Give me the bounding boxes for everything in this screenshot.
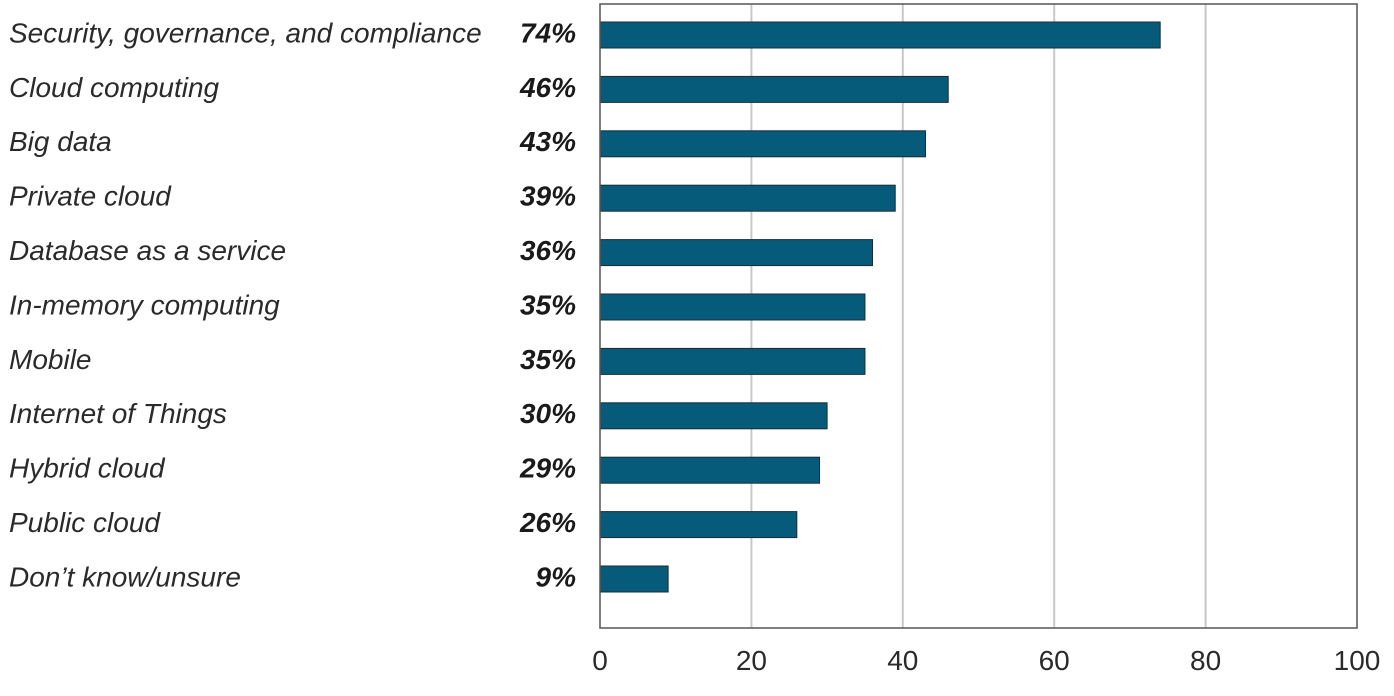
bar-9 bbox=[599, 511, 798, 539]
x-tick-label-40: 40 bbox=[887, 645, 918, 676]
value-label-4: 36% bbox=[520, 235, 576, 266]
category-label-6: Mobile bbox=[9, 344, 91, 375]
bar-8 bbox=[599, 456, 821, 484]
category-label-3: Private cloud bbox=[9, 181, 172, 212]
bar-0 bbox=[599, 21, 1161, 49]
category-label-9: Public cloud bbox=[9, 507, 161, 538]
value-label-8: 29% bbox=[519, 453, 576, 484]
value-label-6: 35% bbox=[520, 344, 576, 375]
x-tick-label-20: 20 bbox=[736, 645, 767, 676]
category-label-8: Hybrid cloud bbox=[9, 453, 166, 484]
x-axis-tick-labels: 0 20 40 60 80 100 bbox=[592, 645, 1380, 676]
category-labels: Security, governance, and compliance Clou… bbox=[9, 17, 482, 592]
category-label-7: Internet of Things bbox=[9, 398, 227, 429]
bar-6 bbox=[599, 347, 866, 375]
category-label-10: Don’t know/unsure bbox=[9, 561, 241, 592]
category-label-4: Database as a service bbox=[9, 235, 286, 266]
bar-7 bbox=[599, 402, 828, 430]
value-label-5: 35% bbox=[520, 289, 576, 320]
bar-1 bbox=[599, 75, 949, 103]
value-label-7: 30% bbox=[520, 398, 576, 429]
value-label-3: 39% bbox=[520, 181, 576, 212]
category-label-1: Cloud computing bbox=[9, 72, 220, 103]
value-label-2: 43% bbox=[519, 126, 576, 157]
bar-5 bbox=[599, 293, 866, 321]
bars bbox=[599, 21, 1161, 593]
value-label-10: 9% bbox=[536, 561, 577, 592]
category-label-5: In-memory computing bbox=[9, 289, 280, 320]
x-tick-label-100: 100 bbox=[1334, 645, 1381, 676]
category-label-2: Big data bbox=[9, 126, 112, 157]
value-labels: 74% 46% 43% 39% 36% 35% 35% 30% 29% 26% 9% bbox=[519, 17, 576, 592]
bar-10 bbox=[599, 565, 669, 593]
bar-3 bbox=[599, 184, 896, 212]
plot-frame bbox=[599, 3, 1358, 629]
value-label-0: 74% bbox=[520, 17, 576, 48]
x-tick-label-0: 0 bbox=[592, 645, 608, 676]
x-tick-label-80: 80 bbox=[1190, 645, 1221, 676]
bar-2 bbox=[599, 130, 927, 158]
x-tick-label-60: 60 bbox=[1039, 645, 1070, 676]
category-label-0: Security, governance, and compliance bbox=[9, 17, 482, 48]
value-label-1: 46% bbox=[519, 72, 576, 103]
bar-4 bbox=[599, 239, 874, 267]
value-label-9: 26% bbox=[519, 507, 576, 538]
